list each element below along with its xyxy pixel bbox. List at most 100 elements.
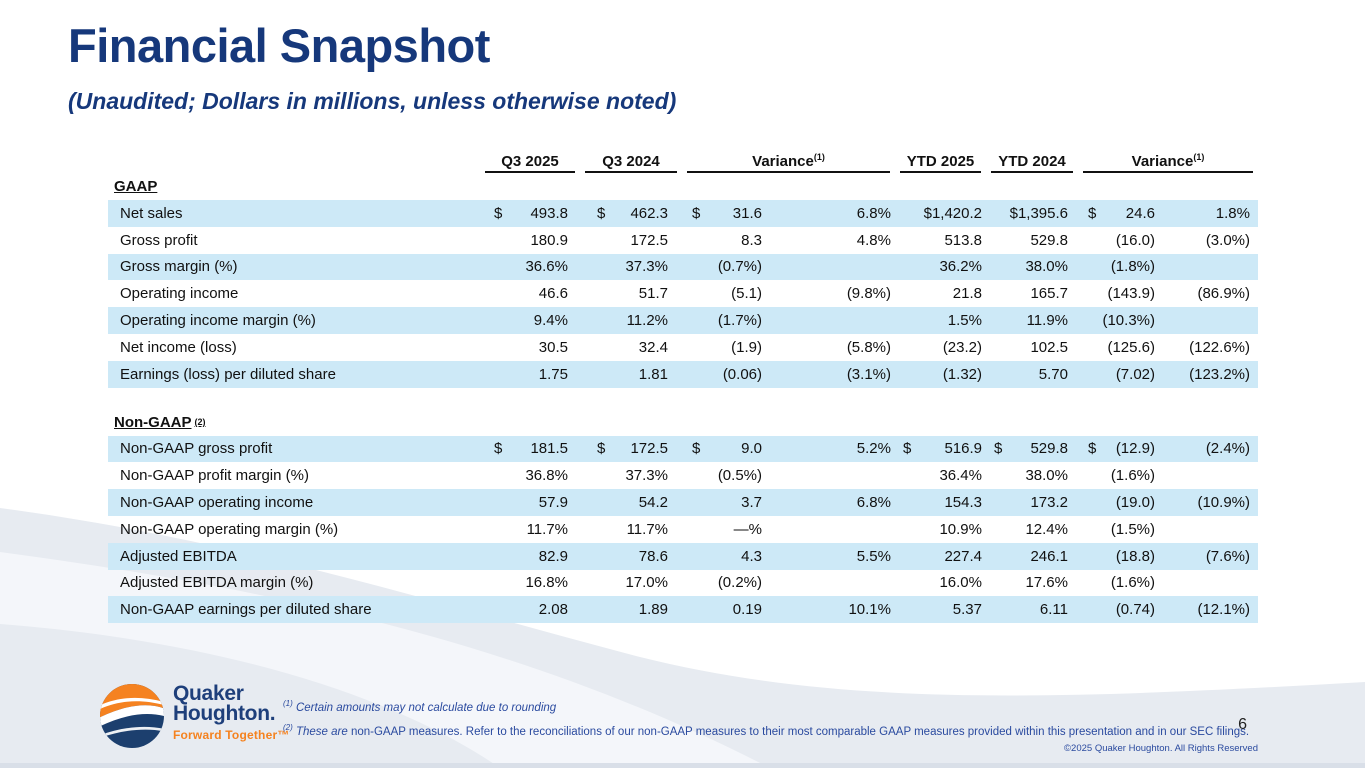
table-cell: (12.1%)	[1197, 601, 1250, 619]
row-label: Adjusted EBITDA	[120, 547, 237, 565]
table-cell: $1,420.2	[923, 204, 982, 222]
logo-word-quaker: Quaker	[173, 682, 244, 705]
table-cell: 6.11	[1039, 601, 1068, 619]
table-row: Net income (loss) 30.5 32.4 (1.9) (5.8%) (23.…	[108, 334, 1258, 361]
table-row: Gross margin (%) 36.6% 37.3% (0.7%) 36.2% 38.…	[108, 253, 1258, 281]
table-cell: 36.8%	[525, 467, 568, 485]
table-cell: 2.08	[538, 601, 568, 619]
table-cell: $181.5	[494, 440, 568, 458]
table-cell: 529.8	[1030, 231, 1068, 249]
table-cell: 1.75	[538, 365, 568, 383]
table-cell: (3.1%)	[846, 365, 891, 383]
table-row: Gross profit 180.9 172.5 8.3 4.8% 513.8 529.8 (…	[108, 227, 1258, 254]
table-row: Non-GAAP earnings per diluted share 2.08 1…	[108, 596, 1258, 624]
table-cell: 37.3%	[625, 258, 668, 276]
table-cell: $24.6	[1088, 204, 1155, 222]
table-cell: (1.6%)	[1110, 574, 1155, 592]
table-cell: 3.7	[741, 494, 762, 512]
row-label: Net income (loss)	[120, 338, 237, 356]
table-cell: 17.0%	[625, 574, 668, 592]
table-cell: 172.5	[630, 231, 668, 249]
table-cell: 246.1	[1030, 547, 1068, 565]
table-cell: 11.9%	[1026, 312, 1068, 330]
row-label: Earnings (loss) per diluted share	[120, 365, 336, 383]
table-cell: $ (12.9)	[1088, 440, 1155, 458]
table-row: Non-GAAP profit margin (%) 36.8% 37.3% (0.5…	[108, 462, 1258, 489]
column-header: YTD 2024	[991, 153, 1073, 173]
table-header-row: Q3 2025 Q3 2024 Variance(1) YTD 2025 YTD 202…	[108, 148, 1258, 173]
company-logo: Quaker Houghton. Forward Together™	[100, 682, 290, 748]
column-header: Variance(1)	[1083, 152, 1253, 173]
section-label: GAAP	[114, 178, 158, 195]
page-title: Financial Snapshot	[68, 19, 490, 72]
table-cell: (19.0)	[1115, 494, 1155, 512]
table-cell: $493.8	[494, 204, 568, 222]
table-cell: $31.6	[692, 204, 762, 222]
table-cell: (0.74)	[1115, 601, 1155, 619]
table-cell: (5.1)	[731, 285, 762, 303]
table-cell: —%	[733, 520, 762, 538]
table-row: Operating income margin (%) 9.4% 11.2% (1.7…	[108, 307, 1258, 334]
section-label: Non-GAAP (2)	[114, 413, 206, 431]
table-cell: $529.8	[994, 440, 1068, 458]
table-cell: 57.9	[538, 494, 568, 512]
table-cell: 165.7	[1030, 285, 1068, 303]
page-subtitle: (Unaudited; Dollars in millions, unless …	[68, 88, 677, 114]
logo-word-houghton: Houghton.	[173, 702, 276, 725]
table-cell: 9.4%	[533, 312, 568, 330]
table-cell: 227.4	[944, 547, 982, 565]
table-cell: 11.2%	[626, 312, 668, 330]
table-cell: 17.6%	[1025, 574, 1068, 592]
table-row: Adjusted EBITDA 82.9 78.6 4.3 5.5% 227.4 246.1…	[108, 542, 1258, 570]
table-cell: (143.9)	[1107, 285, 1155, 303]
table-cell: (3.0%)	[1205, 231, 1250, 249]
table-cell: 173.2	[1030, 494, 1068, 512]
column-header: Variance(1)	[687, 152, 890, 173]
table-cell: 21.8	[952, 285, 982, 303]
page-number: 6	[1238, 716, 1247, 733]
table-cell: 5.37	[952, 601, 982, 619]
table-cell: (123.2%)	[1189, 365, 1250, 383]
table-cell: 5.5%	[856, 547, 891, 565]
table-cell: 5.2%	[856, 440, 891, 458]
table-cell: (7.02)	[1115, 365, 1155, 383]
table-cell: 11.7%	[526, 520, 568, 538]
table-cell: 16.0%	[939, 574, 982, 592]
table-cell: 180.9	[530, 231, 568, 249]
table-cell: 51.7	[638, 285, 668, 303]
table-cell: 6.8%	[856, 204, 891, 222]
table-cell: 1.81	[638, 365, 668, 383]
table-cell: 37.3%	[625, 467, 668, 485]
table-cell: (0.06)	[722, 365, 762, 383]
footnotes: (1) Certain amounts may not calculate du…	[283, 694, 1249, 742]
table-cell: (122.6%)	[1189, 338, 1250, 356]
column-header: Q3 2025	[485, 153, 575, 173]
table-cell: (9.8%)	[846, 285, 891, 303]
row-label: Operating income	[120, 285, 239, 303]
table-cell: $1,395.6	[1009, 204, 1068, 222]
table-cell: (1.7%)	[717, 312, 762, 330]
logo-tagline: Forward Together™	[173, 728, 290, 742]
table-cell: 78.6	[638, 547, 668, 565]
table-cell: 6.8%	[856, 494, 891, 512]
table-cell: (10.3%)	[1102, 312, 1155, 330]
table-cell: 11.7%	[626, 520, 668, 538]
table-cell: (1.8%)	[1110, 258, 1155, 276]
table-cell: (18.8)	[1115, 547, 1155, 565]
table-cell: (0.7%)	[717, 258, 762, 276]
row-label: Non-GAAP profit margin (%)	[120, 467, 309, 485]
table-cell: 4.8%	[856, 231, 891, 249]
table-row: Non-GAAP operating margin (%) 11.7% 11.7% —…	[108, 516, 1258, 543]
row-label: Adjusted EBITDA margin (%)	[120, 574, 314, 592]
table-row: Net sales $493.8 $462.3 $31.6 6.8% $1,420.2 $1…	[108, 200, 1258, 227]
table-cell: (1.9)	[731, 338, 762, 356]
table-cell: 102.5	[1030, 338, 1068, 356]
table-cell: (0.2%)	[717, 574, 762, 592]
table-cell: $462.3	[597, 204, 668, 222]
table-cell: $172.5	[597, 440, 668, 458]
table-row: Earnings (loss) per diluted share 1.75 1.8…	[108, 360, 1258, 388]
table-cell: 1.8%	[1215, 204, 1250, 222]
row-label: Operating income margin (%)	[120, 312, 316, 330]
table-cell: 38.0%	[1025, 258, 1068, 276]
table-cell: 36.2%	[939, 258, 982, 276]
